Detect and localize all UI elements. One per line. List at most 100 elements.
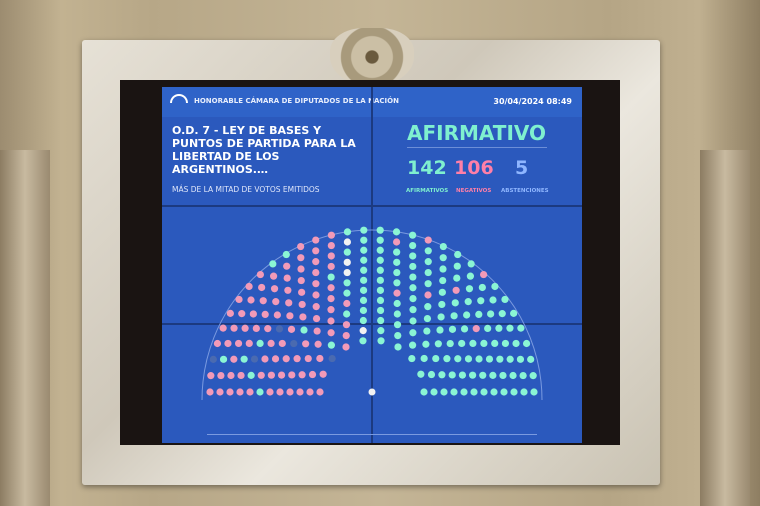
seat [458,371,467,379]
seat [359,337,367,345]
seat [312,314,321,323]
seat [392,238,401,246]
seat [235,295,243,304]
seat [480,339,488,347]
seat [360,256,368,264]
seat [453,274,461,282]
seat [312,258,320,266]
seat [424,268,432,277]
seat [206,388,214,396]
seat [327,329,335,337]
seat [238,310,246,318]
seat [230,355,238,363]
seat [446,339,454,348]
seat [240,355,248,363]
base-line [207,434,537,435]
seat [247,296,255,304]
label-afirmativos: AFIRMATIVOS [406,188,449,194]
seat [272,298,280,306]
seat [529,372,537,380]
seat [517,324,525,332]
seat [267,371,275,379]
seat [527,355,535,363]
seat [288,371,296,379]
seat [360,276,368,284]
seat [439,242,447,251]
majority-type: MÁS DE LA MITAD DE VOTOS EMITIDOS [172,185,320,194]
seat [312,247,320,255]
seat [434,340,442,348]
seat [496,355,504,363]
seat [264,325,272,333]
result-label: AFIRMATIVO [406,121,547,145]
seat [506,324,514,332]
seat [343,289,351,297]
seat [394,332,402,340]
seat [424,247,432,255]
seat [359,316,367,325]
seat [466,272,475,280]
seat [269,272,278,280]
seat [423,314,432,323]
seat [327,306,335,314]
seat [489,371,497,379]
seat [269,260,277,268]
label-abstenciones: ABSTENCIONES [501,188,549,194]
seat [343,268,351,277]
seat [424,280,432,288]
seat [226,309,234,317]
seat [377,316,385,325]
seat [284,286,292,294]
seat [422,340,430,348]
seat [409,273,417,281]
seat [451,299,459,307]
seat [519,371,527,380]
seat [484,324,492,333]
seat [475,310,483,319]
count-abstenciones: 5 [515,157,529,179]
seat [469,339,477,348]
seat [359,306,368,315]
seat [393,279,401,287]
seat [469,371,477,379]
seat [427,370,436,379]
seat [480,388,488,396]
seat [287,325,296,333]
seat [409,262,417,271]
count-afirmativos: 142 [407,157,447,179]
motion-title: O.D. 7 - LEY DE BASES Y PUNTOS DE PARTID… [172,124,356,176]
seat [409,231,417,239]
seat [376,306,385,315]
seat [516,355,525,363]
vote-display: HONORABLE CÁMARA DE DIPUTADOS DE LA NACI… [162,87,582,443]
seat [424,291,432,299]
seat [360,246,368,254]
seat [409,284,417,292]
seat [479,371,487,379]
seat [227,371,235,380]
seat [438,371,446,379]
seat [510,388,518,396]
seat [298,288,306,296]
seat [522,339,531,348]
seat [286,312,294,320]
seat [259,297,267,305]
seat [217,371,225,380]
seat [393,289,401,297]
seat [480,270,488,279]
seat [298,371,306,379]
seat [454,250,462,259]
seat [377,327,385,335]
seat [498,310,506,318]
seat [409,317,417,325]
seat [377,337,385,345]
seat [359,286,368,294]
panel-divider [371,87,373,443]
seat [430,388,438,396]
seat [256,270,264,279]
seat [343,258,351,266]
seat [450,312,458,320]
seat [316,388,324,396]
seat [420,388,428,396]
seat [290,339,298,348]
